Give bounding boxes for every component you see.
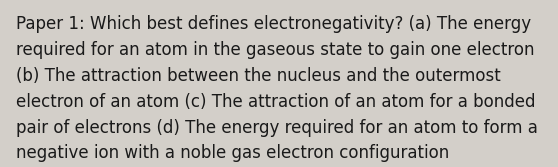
Text: required for an atom in the gaseous state to gain one electron: required for an atom in the gaseous stat… [16, 41, 534, 59]
Text: electron of an atom (c) The attraction of an atom for a bonded: electron of an atom (c) The attraction o… [16, 93, 535, 111]
Text: (b) The attraction between the nucleus and the outermost: (b) The attraction between the nucleus a… [16, 67, 501, 85]
Text: negative ion with a noble gas electron configuration: negative ion with a noble gas electron c… [16, 144, 449, 162]
Text: Paper 1: Which best defines electronegativity? (a) The energy: Paper 1: Which best defines electronegat… [16, 15, 531, 33]
Text: pair of electrons (d) The energy required for an atom to form a: pair of electrons (d) The energy require… [16, 119, 537, 137]
